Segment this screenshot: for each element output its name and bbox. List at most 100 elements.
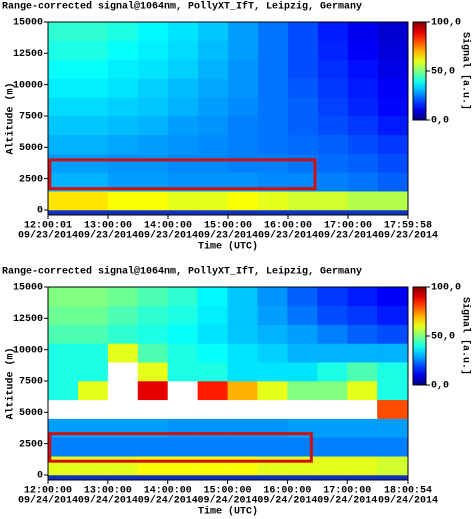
heat-cell (48, 153, 79, 173)
heat-cell (77, 380, 109, 401)
x-tick-label: 17:59:58 (384, 221, 432, 232)
heat-cell (318, 78, 349, 98)
heat-cell (197, 380, 228, 401)
x-tick-label: 09/23/2014 (138, 230, 198, 242)
heat-cell (288, 40, 319, 60)
heat-cell (107, 324, 139, 344)
heat-cell (378, 22, 409, 42)
heat-cell (167, 380, 198, 401)
heat-cell (377, 305, 409, 325)
heat-cell (378, 191, 409, 211)
heat-cell (167, 324, 198, 344)
heat-cell (137, 437, 169, 457)
heat-cell (317, 287, 348, 307)
heat-cell (257, 362, 288, 382)
heat-cell (287, 362, 318, 382)
heat-cell (198, 59, 229, 79)
heat-cell (288, 191, 319, 211)
heat-cell (347, 305, 378, 325)
heat-cell (317, 324, 348, 344)
y-tick-label: 10000 (13, 80, 43, 91)
heat-cell (107, 153, 139, 173)
heat-cell (317, 437, 348, 457)
heat-cell (167, 362, 198, 382)
heat-cell (197, 456, 228, 476)
heat-cell (77, 97, 109, 117)
heat-cell (347, 362, 378, 382)
heat-cell (197, 305, 228, 325)
heat-cell (168, 78, 199, 98)
heat-cell (167, 456, 198, 476)
x-tick-label: 16:00:00 (264, 221, 312, 232)
heat-cell (318, 134, 349, 154)
x-tick-label: 09/24/2014 (138, 495, 198, 507)
heat-cell (137, 40, 169, 60)
heat-cell (77, 78, 109, 98)
heat-cell (227, 362, 258, 382)
heat-cell (258, 134, 289, 154)
heat-cell (48, 134, 79, 154)
x-tick-label: 09/23/2014 (198, 230, 258, 242)
heat-cell (48, 437, 79, 457)
heat-cell (167, 287, 198, 307)
y-tick-label: 10000 (13, 345, 43, 356)
heat-cell (227, 437, 258, 457)
heat-cell (228, 134, 259, 154)
heat-cell (378, 59, 409, 79)
highlight-box (48, 432, 313, 463)
heat-cell (198, 172, 229, 192)
heat-cell (77, 362, 109, 382)
heat-cell (198, 40, 229, 60)
x-tick-label: 09/23/2014 (318, 230, 378, 242)
heat-cell (288, 172, 319, 192)
heat-cell (318, 172, 349, 192)
heat-cell (377, 399, 409, 419)
heat-cell (288, 97, 319, 117)
heat-cell (168, 40, 199, 60)
heat-cell (137, 343, 169, 363)
x-tick-label: 16:00:00 (263, 486, 311, 497)
heat-cell (257, 305, 288, 325)
heat-cell (348, 191, 379, 211)
heat-cell (378, 78, 409, 98)
x-tick-label: 09/24/2014 (257, 495, 317, 507)
heat-cell (288, 134, 319, 154)
y-tick-label: 15000 (13, 283, 43, 294)
heat-cell (197, 324, 228, 344)
heat-cell (317, 380, 348, 401)
heat-cell (347, 418, 378, 438)
heat-cell (77, 134, 109, 154)
y-tick-label: 0 (37, 206, 43, 217)
heat-cell (378, 97, 409, 117)
y-tick-label: 12500 (13, 314, 43, 325)
heat-cell (48, 115, 79, 136)
heat-cell (317, 305, 348, 325)
heat-cell (348, 153, 379, 173)
heat-cell (348, 97, 379, 117)
y-tick-label: 0 (37, 471, 43, 482)
heat-cell (48, 456, 79, 476)
heat-cell (198, 22, 229, 42)
x-tick-label: 14:00:00 (144, 486, 192, 497)
x-tick-label: 09/24/2014 (378, 495, 438, 507)
x-tick-label: 18:00:54 (384, 486, 432, 497)
colorbar (412, 21, 427, 121)
heat-cell (77, 172, 109, 192)
heat-cell (348, 22, 379, 42)
heat-cell (287, 380, 318, 401)
heat-cell (287, 456, 318, 476)
heat-cell (377, 456, 409, 476)
y-tick-label: 7500 (19, 377, 43, 388)
heat-cell (318, 191, 349, 211)
colorbar-tick-label: 0,0 (431, 116, 449, 127)
colorbar-label: Signal [a.u.] (459, 297, 471, 375)
heat-cell (288, 115, 319, 136)
heat-cell (347, 456, 378, 476)
heat-cell (227, 456, 258, 476)
heat-cell (137, 78, 169, 98)
heat-cell (257, 437, 288, 457)
x-tick-label: 12:00:00 (24, 486, 72, 497)
heat-cell (287, 287, 318, 307)
heat-cell (228, 22, 259, 42)
